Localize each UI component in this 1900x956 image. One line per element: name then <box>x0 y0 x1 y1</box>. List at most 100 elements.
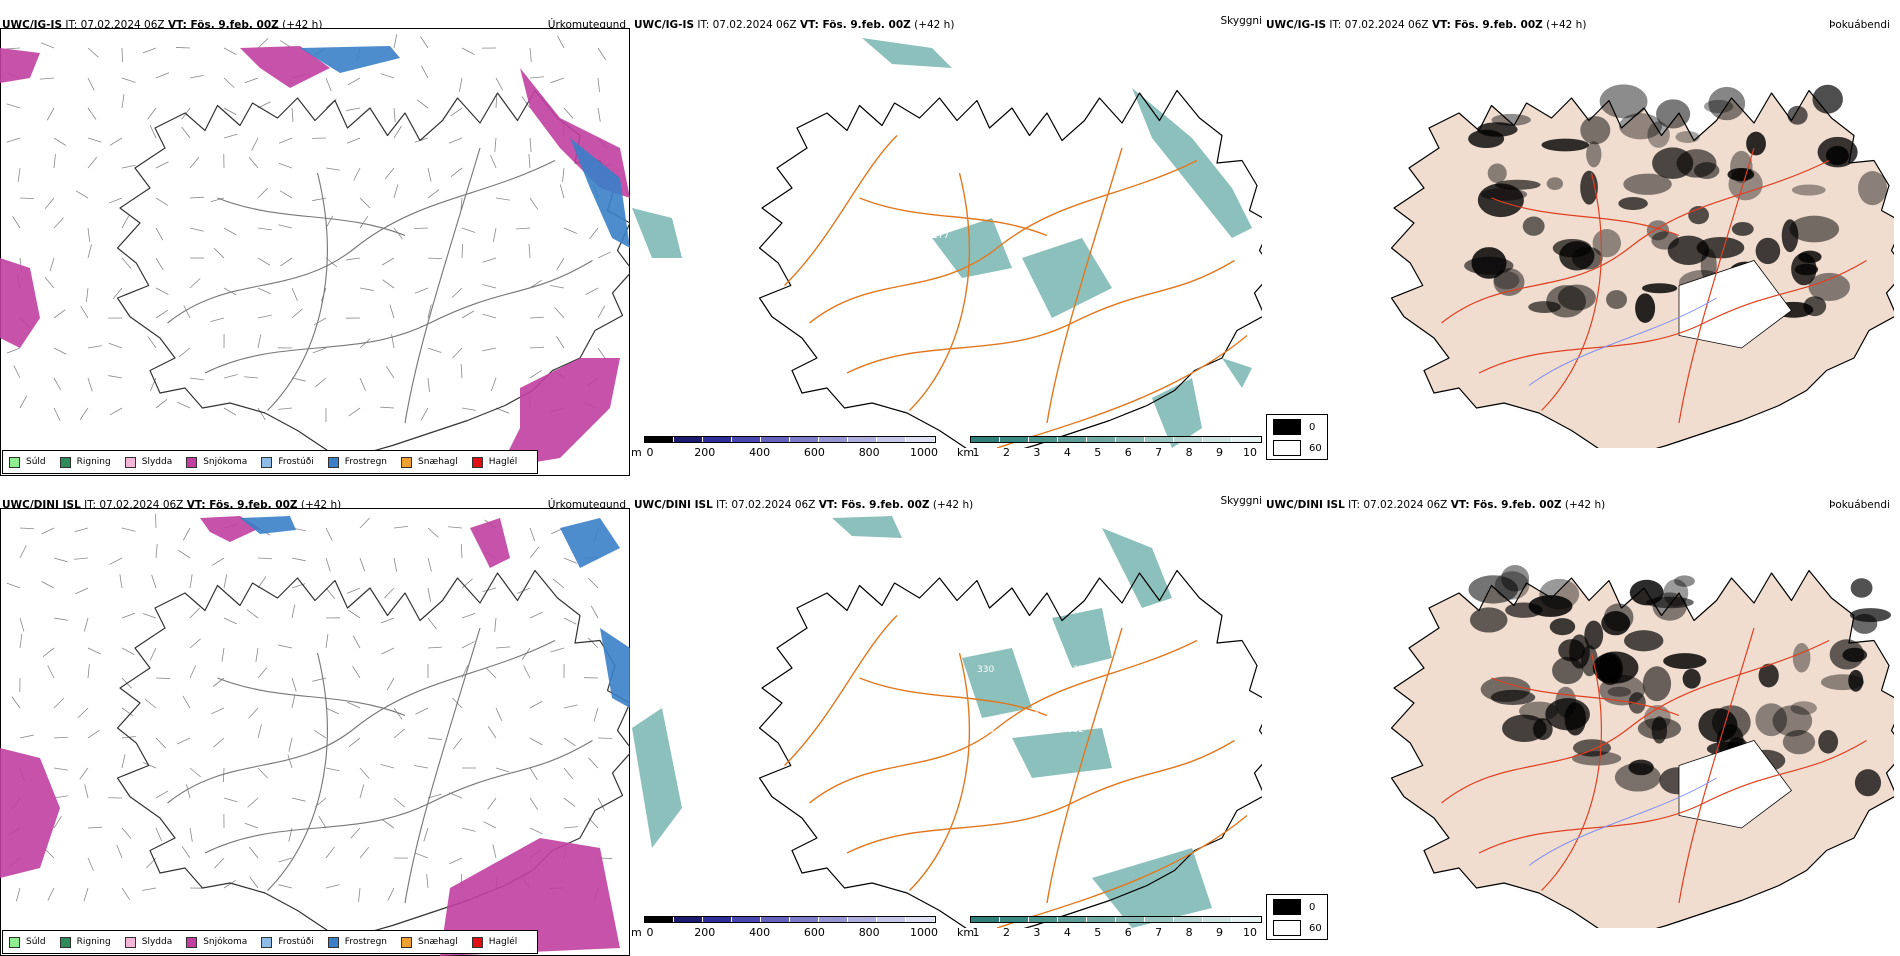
colorbar-tick: 2 <box>1003 446 1010 459</box>
legend-item: Slydda <box>125 457 172 468</box>
fog-map <box>1264 28 1894 448</box>
legend-swatch <box>125 457 136 468</box>
precip-panel-bottom: UWC/DINI ISL IT: 07.02.2024 06Z VT: Fös.… <box>0 494 630 954</box>
colorbar-segment <box>1145 437 1174 442</box>
colorbar-tick: 0 <box>647 446 654 459</box>
colorbar-segment <box>1145 917 1174 922</box>
legend-label: Rigning <box>77 937 111 947</box>
colorbar-segment <box>848 437 877 442</box>
colorbar-tick: 5 <box>1094 926 1101 939</box>
fog-legend-top: 0 60 <box>1266 414 1328 460</box>
precip-map <box>0 28 630 476</box>
colorbar-strip <box>970 916 1262 923</box>
legend-swatch <box>401 457 412 468</box>
legend-swatch <box>186 457 197 468</box>
legend-swatch <box>9 457 20 468</box>
colorbar-segment <box>674 917 703 922</box>
legend-item: Frostúði <box>261 937 313 948</box>
colorbar-unit: m <box>631 926 642 939</box>
ceiling-label: 284 <box>932 651 949 661</box>
legend-item: Frostúði <box>261 457 313 468</box>
legend-swatch <box>261 457 272 468</box>
fog-legend-label: 0 <box>1309 902 1315 913</box>
colorbar-segment <box>790 437 819 442</box>
colorbar-segment <box>761 437 790 442</box>
precip-map <box>0 508 630 956</box>
legend-label: Snjókoma <box>203 457 247 467</box>
colorbar-tick: 1 <box>973 926 980 939</box>
fog-legend-row: 0 <box>1273 419 1315 435</box>
fog-map <box>1264 508 1894 928</box>
colorbar-tick: 400 <box>749 926 770 939</box>
fog-legend-swatch <box>1273 419 1301 435</box>
colorbar-segment <box>877 917 906 922</box>
colorbar-segment <box>790 917 819 922</box>
colorbar-segment <box>1087 917 1116 922</box>
legend-swatch <box>472 457 483 468</box>
legend-label: Súld <box>26 457 46 467</box>
colorbar-tick: 3 <box>1033 926 1040 939</box>
legend-swatch <box>401 937 412 948</box>
fog-legend-label: 0 <box>1309 422 1315 433</box>
legend-swatch <box>328 457 339 468</box>
colorbar-tick: 1000 <box>910 446 938 459</box>
legend-swatch <box>261 937 272 948</box>
legend-item: Rigning <box>60 937 111 948</box>
visibility-panel-bottom: UWC/DINI ISL IT: 07.02.2024 06Z VT: Fös.… <box>632 494 1262 954</box>
colorbar-tick: 1 <box>973 446 980 459</box>
colorbar-strip <box>970 436 1262 443</box>
colorbar-segment <box>1087 437 1116 442</box>
colorbar-segment <box>848 917 877 922</box>
legend-swatch <box>472 937 483 948</box>
legend-item: Snæhagl <box>401 937 458 948</box>
colorbar-segment <box>732 437 761 442</box>
visibility-panel-top: UWC/IG-IS IT: 07.02.2024 06Z VT: Fös. 9.… <box>632 14 1262 474</box>
legend-item: Frostregn <box>328 937 387 948</box>
legend-item: Snæhagl <box>401 457 458 468</box>
legend-label: Slydda <box>142 937 172 947</box>
colorbar-tick: 4 <box>1064 446 1071 459</box>
legend-swatch <box>125 937 136 948</box>
colorbar-strip <box>644 436 936 443</box>
fog-panel-top: UWC/IG-IS IT: 07.02.2024 06Z VT: Fös. 9.… <box>1264 14 1894 474</box>
colorbar-segment <box>732 917 761 922</box>
colorbar-tick: 6 <box>1125 926 1132 939</box>
legend-label: Frostregn <box>345 457 387 467</box>
ceiling-label: 652 <box>1067 725 1084 735</box>
ceiling-label: 177 <box>932 231 949 241</box>
ceiling-label: 404 <box>1022 171 1039 181</box>
colorbar-tick: 7 <box>1155 926 1162 939</box>
legend-item: Snjókoma <box>186 457 247 468</box>
colorbar-segment <box>1203 437 1232 442</box>
colorbar-tick: 9 <box>1216 926 1223 939</box>
colorbar-tick: 6 <box>1125 446 1132 459</box>
colorbar-segment <box>971 917 1000 922</box>
colorbar-tick: 9 <box>1216 446 1223 459</box>
ceiling-label: 330 <box>977 665 994 675</box>
colorbar-segment <box>1174 917 1203 922</box>
legend-item: Súld <box>9 457 46 468</box>
colorbar-tick: 0 <box>647 926 654 939</box>
ceiling-label: 446 <box>1022 651 1039 661</box>
ceiling-label: 186 <box>977 185 994 195</box>
colorbar-segment <box>1232 917 1261 922</box>
legend-item: Haglél <box>472 457 518 468</box>
colorbar-segment <box>819 437 848 442</box>
colorbar-segment <box>1029 917 1058 922</box>
legend-label: Súld <box>26 937 46 947</box>
fog-legend-row: 60 <box>1273 920 1322 936</box>
colorbar-segment <box>819 917 848 922</box>
precip-panel-top: UWC/IG-IS IT: 07.02.2024 06Z VT: Fös. 9.… <box>0 14 630 474</box>
colorbar-tick: 1000 <box>910 926 938 939</box>
legend-swatch <box>9 937 20 948</box>
colorbar-segment <box>906 917 935 922</box>
colorbar-tick: 200 <box>694 446 715 459</box>
fog-legend-row: 60 <box>1273 440 1322 456</box>
colorbar-tick: 10 <box>1243 926 1257 939</box>
colorbar-tick: 800 <box>859 446 880 459</box>
colorbar-segment <box>674 437 703 442</box>
